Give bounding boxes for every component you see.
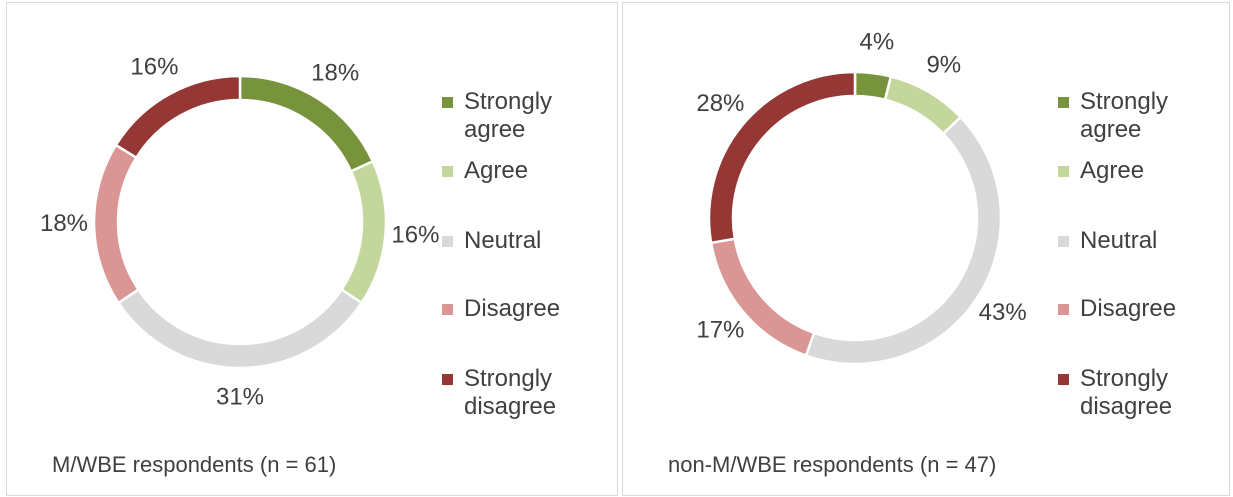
data-label: 16% <box>391 221 439 248</box>
legend-swatch <box>1058 236 1069 247</box>
legend-swatch <box>1058 166 1069 177</box>
legend-label: Disagree <box>1080 295 1177 322</box>
legend-label: Agree <box>464 157 529 184</box>
legend-swatch <box>442 166 453 177</box>
data-label: 18% <box>311 59 359 86</box>
legend-label: Strongly agree <box>464 88 553 143</box>
donut-segment <box>92 143 141 305</box>
legend-label: Agree <box>1080 157 1145 184</box>
legend-entry: Strongly agree <box>1058 88 1210 144</box>
legend-swatch <box>442 304 453 315</box>
legend-label: Disagree <box>464 295 561 322</box>
legend-swatch <box>1058 97 1069 108</box>
legend-label: Strongly agree <box>1080 88 1169 143</box>
legend-entry: Strongly agree <box>442 88 594 144</box>
data-label: 18% <box>40 210 88 237</box>
legend-label: Strongly disagree <box>1080 365 1173 420</box>
data-label: 9% <box>926 51 961 78</box>
data-label: 43% <box>979 299 1027 326</box>
donut-segment <box>707 70 857 245</box>
legend-swatch <box>442 236 453 247</box>
legend-entry: Strongly disagree <box>442 365 594 421</box>
legend-entry: Disagree <box>442 295 594 323</box>
donut-segment <box>114 74 242 160</box>
data-label: 28% <box>696 90 744 117</box>
legend-entry: Agree <box>1058 157 1210 185</box>
legend-swatch <box>442 374 453 385</box>
panel <box>6 2 618 496</box>
donut-segment <box>804 115 1003 366</box>
legend-entry: Neutral <box>1058 227 1210 255</box>
legend-entry: Agree <box>442 157 594 185</box>
donut-segment <box>883 74 963 136</box>
legend-swatch <box>1058 304 1069 315</box>
donut-segment <box>339 159 388 305</box>
legend-entry: Disagree <box>1058 295 1210 323</box>
donut-segment <box>238 74 375 173</box>
chart-title: M/WBE respondents (n = 61) <box>52 452 337 477</box>
legend-entry: Neutral <box>442 227 594 255</box>
legend-entry: Strongly disagree <box>1058 365 1210 421</box>
data-label: 17% <box>696 317 744 344</box>
legend-label: Neutral <box>1080 227 1158 254</box>
legend-swatch <box>442 97 453 108</box>
legend-label: Strongly disagree <box>464 365 557 420</box>
data-label: 31% <box>216 383 264 410</box>
legend-swatch <box>1058 374 1069 385</box>
panel <box>622 2 1230 496</box>
data-label: 4% <box>859 29 894 56</box>
legend-label: Neutral <box>464 227 542 254</box>
donut-segment <box>116 287 364 370</box>
data-label: 16% <box>130 54 178 81</box>
chart-title: non-M/WBE respondents (n = 47) <box>668 452 997 477</box>
